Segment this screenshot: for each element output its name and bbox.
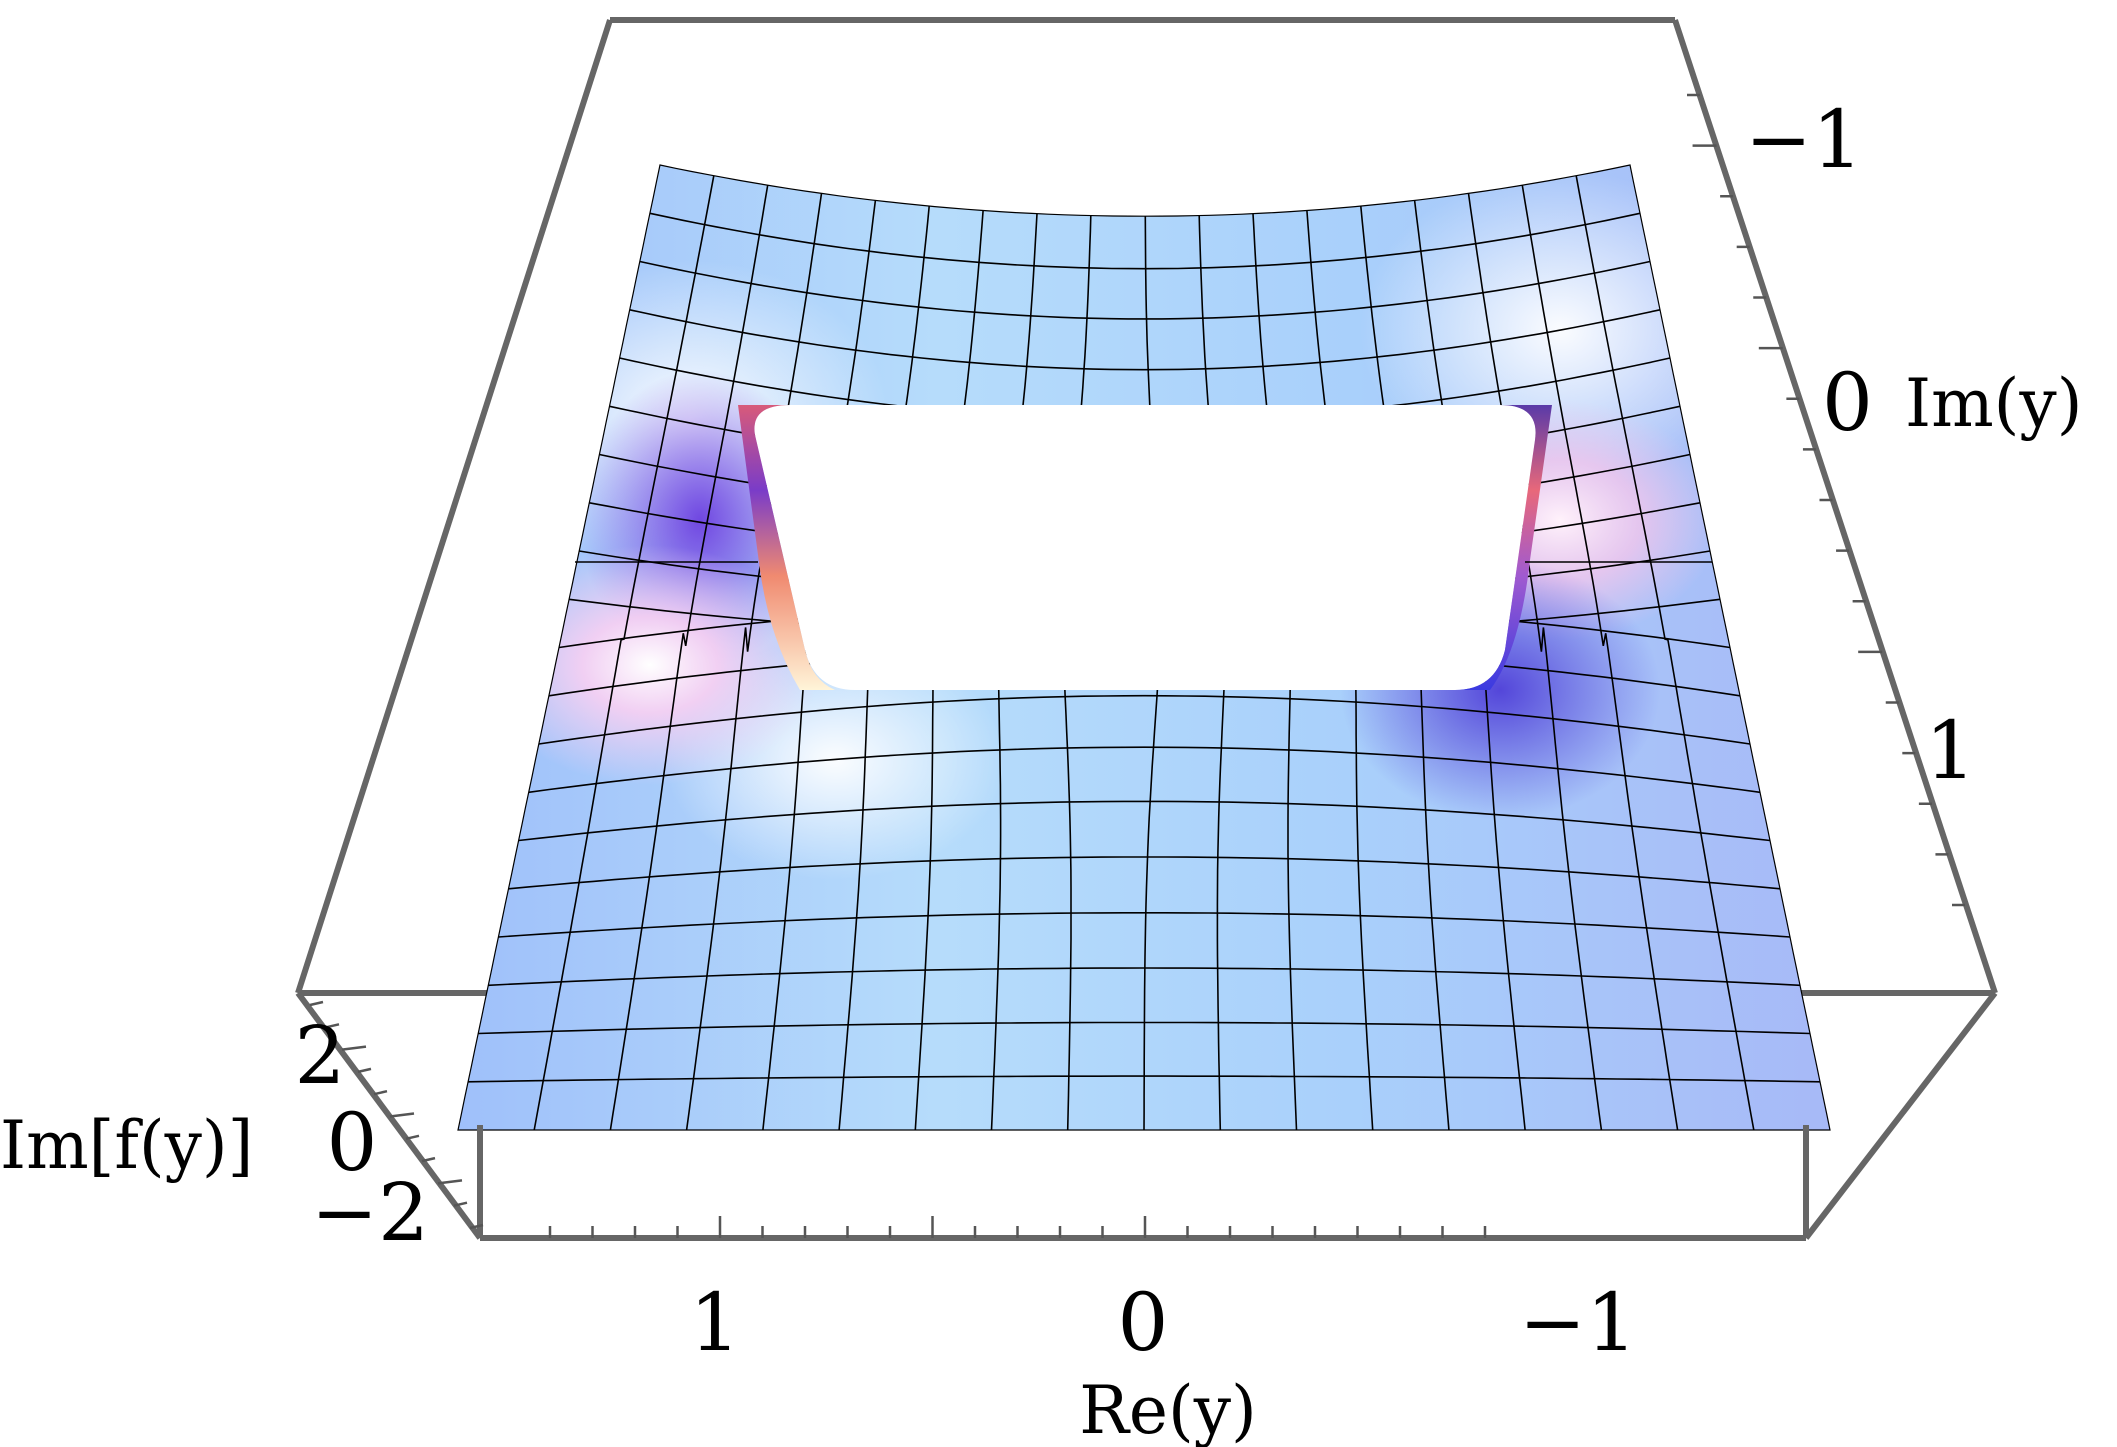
surface-border [457, 164, 1831, 1131]
surface-grid-line [538, 694, 1751, 745]
y-tick-label: 0 [1822, 356, 1873, 449]
box-edge [295, 991, 483, 1240]
tick-mark [325, 1023, 340, 1029]
surface-grid-line [518, 800, 1771, 842]
tick-mark [389, 1112, 415, 1118]
hole-wall-left [738, 405, 835, 690]
y-axis-label: Im(y) [1905, 365, 2082, 442]
surface-grid-line [528, 746, 1761, 794]
box-edge [1672, 19, 1998, 994]
tick-mark [437, 1179, 463, 1185]
box-edge [295, 19, 613, 994]
surface-grid-line [639, 260, 1651, 320]
hole-wall-right [1455, 405, 1552, 690]
bounding-box-front [295, 991, 1998, 1241]
surface-hole [754, 405, 1536, 690]
tick-mark [421, 1156, 436, 1163]
z-tick-label: 0 [327, 1096, 378, 1189]
surface-grid-line [533, 175, 715, 1130]
surface-grid-line [508, 856, 1781, 890]
tick-mark [341, 1045, 367, 1051]
x-axis-label: Re(y) [1079, 1372, 1257, 1447]
z-axis-label: Im[f(y)] [0, 1107, 253, 1184]
surface-grid-line [649, 212, 1641, 270]
surface [458, 165, 1830, 1130]
x-tick-label: −1 [1519, 1276, 1637, 1369]
y-tick-label: 1 [1925, 704, 1976, 797]
x-tick-label: 1 [690, 1276, 741, 1369]
surface-grid-line [1467, 193, 1603, 1130]
tick-marks [309, 93, 1965, 1238]
tick-mark [405, 1134, 420, 1141]
x-tick-label: 0 [1118, 1276, 1169, 1369]
tick-mark [309, 1000, 324, 1007]
surface-grid-line [1521, 185, 1679, 1130]
surface-grid-line [629, 309, 1661, 371]
box-edge [1803, 991, 1998, 1240]
surface-grid-line [468, 1075, 1821, 1083]
surface-grid-line [685, 193, 823, 1130]
tick-mark [453, 1201, 468, 1207]
tick-mark [373, 1089, 388, 1096]
tick-mark [357, 1067, 372, 1074]
y-tick-label: −1 [1745, 93, 1863, 186]
surface-grid-line [609, 185, 769, 1130]
surface-grid-line [478, 1021, 1811, 1035]
z-tick-label: −2 [311, 1166, 429, 1259]
surface-grid-line [1575, 175, 1755, 1130]
z-tick-label: 2 [295, 1009, 346, 1102]
tick-mark [469, 1223, 484, 1230]
surface-grid-line [488, 967, 1801, 987]
surface-grid-line [498, 912, 1791, 938]
